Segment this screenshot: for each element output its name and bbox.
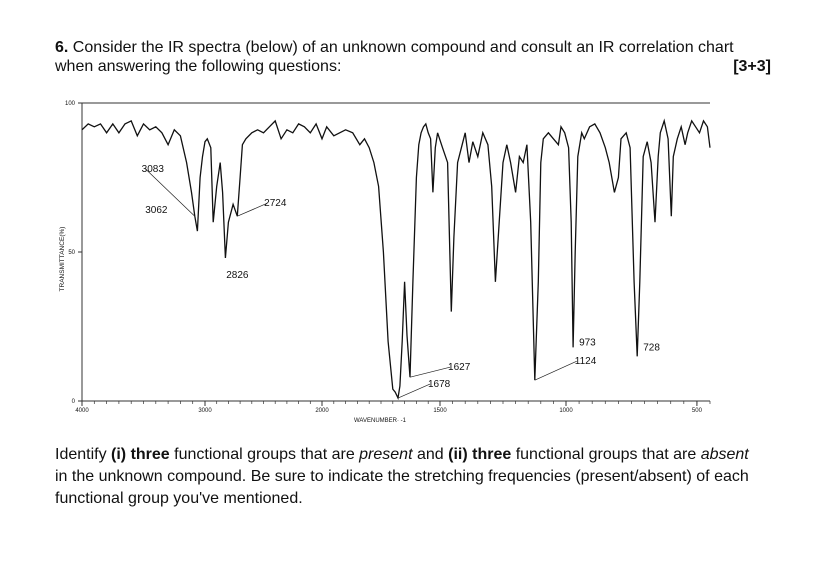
instr-italic-1: present (359, 446, 413, 463)
question-instructions: Identify (i) three functional groups tha… (55, 444, 755, 510)
x-tick-label: 4000 (75, 408, 89, 414)
x-tick-label: 3000 (198, 408, 212, 414)
annotation-leader (237, 202, 268, 217)
peak-label: 3062 (145, 205, 168, 216)
x-axis-label: WAVENUMBER· -1 (354, 418, 407, 424)
annotation-leader (397, 383, 431, 399)
instr-bold-2: (ii) three (448, 446, 512, 463)
instr-text-3: and (412, 446, 449, 463)
x-tick-label: 1000 (559, 408, 573, 414)
y-tick-label: 50 (68, 250, 75, 256)
y-tick-label: 0 (72, 399, 76, 405)
chart-ticks: 4000 3000 2000 1500 1000 500 0 50 100 (65, 101, 711, 414)
chart-axes (81, 102, 710, 402)
annotation-leader (534, 360, 577, 381)
instr-text-5: in the unknown compound. Be sure to indi… (55, 468, 749, 507)
x-tick-label: 2000 (315, 408, 329, 414)
instr-italic-2: absent (700, 446, 749, 463)
peak-label: 3083 (142, 164, 165, 175)
instr-bold-1: (i) three (111, 446, 170, 463)
question-points: [3+3] (733, 58, 771, 75)
x-tick-label: 1500 (433, 408, 447, 414)
peak-label: 1124 (575, 356, 597, 367)
y-tick-label: 100 (65, 101, 76, 107)
peak-label: 1627 (448, 362, 471, 373)
spectrum-line (81, 118, 711, 401)
instr-text-2: functional groups that are (169, 446, 360, 463)
question-text-line2: when answering the following questions: (55, 58, 342, 75)
peak-label: 728 (643, 342, 660, 353)
peak-label: 2724 (264, 198, 287, 209)
instr-text-1: Identify (55, 446, 112, 463)
y-axis-label: TRANSMITTANCE(%) (59, 227, 66, 292)
peak-label: 973 (579, 337, 596, 348)
instr-text-4: functional groups that are (511, 446, 701, 463)
peak-label: 2826 (226, 270, 249, 281)
question-number: 6. (55, 39, 69, 56)
annotation-leader (409, 366, 451, 378)
annotation-leader (144, 167, 196, 217)
question-text-line1: Consider the IR spectra (below) of an un… (72, 39, 734, 56)
chart-annotations: 3083 3062 2724 2826 1627 1678 973 1124 728 (142, 164, 660, 399)
peak-label: 1678 (428, 379, 451, 390)
question-header: 6. Consider the IR spectra (below) of an… (55, 38, 785, 76)
x-tick-label: 500 (692, 408, 703, 414)
